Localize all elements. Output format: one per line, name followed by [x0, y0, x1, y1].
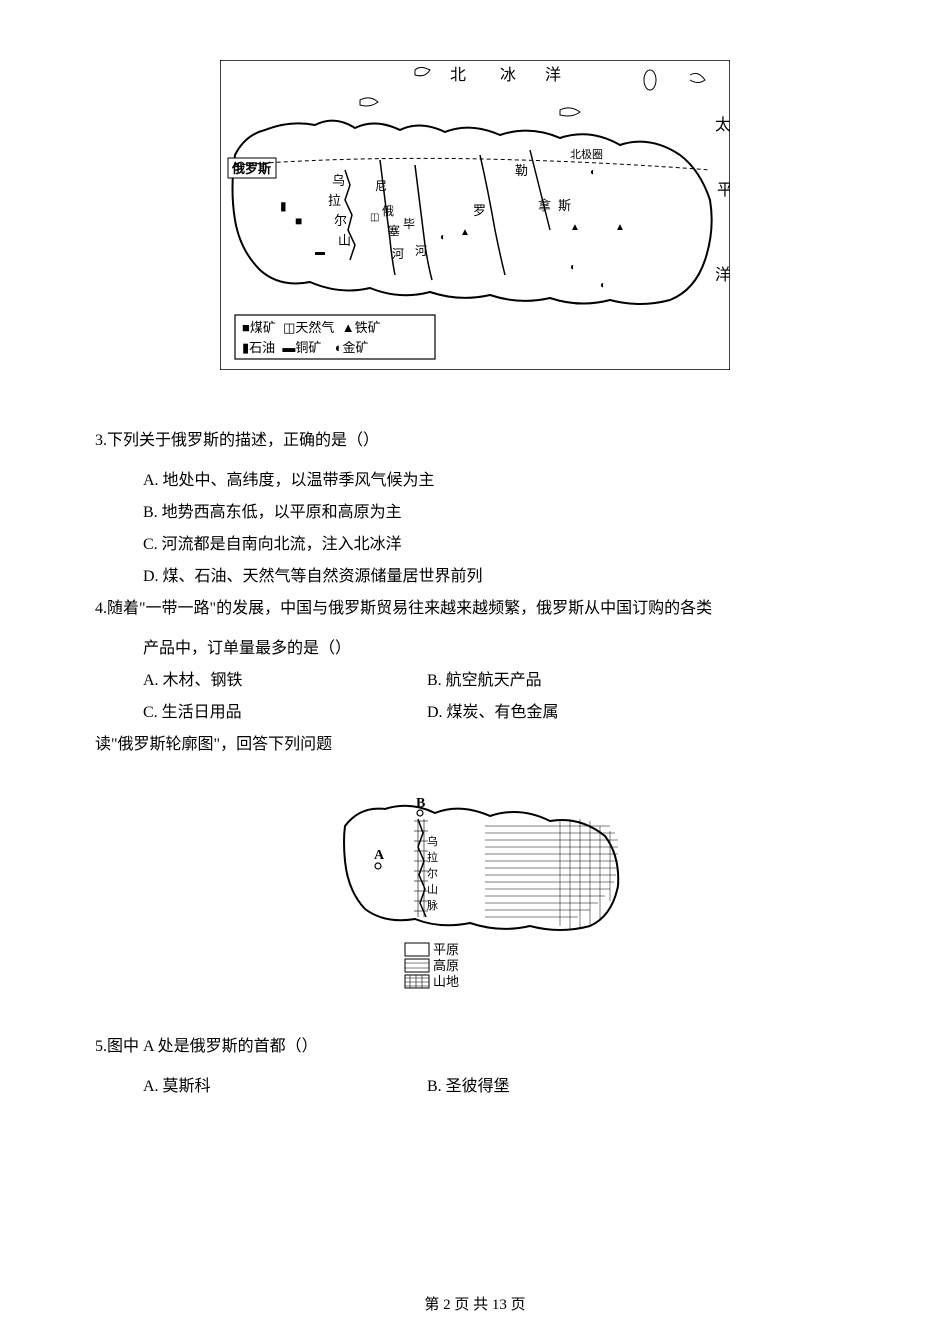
legend-iron: 铁矿: [355, 320, 381, 335]
legend-copper: 铜矿: [295, 340, 321, 355]
map2-la: 拉: [427, 850, 438, 864]
map2-legend: 平原 高原 山地: [405, 942, 459, 989]
q3-option-a: A. 地处中、高纬度，以温带季风气候为主: [143, 465, 855, 497]
legend-gas-sym: ◫: [283, 320, 295, 335]
legend-oil-sym: ▮: [242, 340, 249, 355]
label-le: 勒: [515, 163, 528, 178]
map2-er: 尔: [427, 867, 438, 880]
legend-gas: 天然气: [295, 320, 334, 335]
label-e: 俄: [382, 204, 394, 218]
prompt-5: 读"俄罗斯轮廓图"，回答下列问题: [95, 729, 855, 761]
label-tai: 太: [715, 116, 730, 134]
label-ping: 平: [717, 182, 730, 199]
label-si: 斯: [558, 198, 571, 213]
label-shan: 山: [338, 233, 351, 248]
map2-label-a: A: [374, 848, 385, 863]
label-sai: 塞: [388, 223, 400, 238]
q4-option-b: B. 航空航天产品: [427, 665, 707, 697]
legend-iron-sym: ▲: [342, 320, 355, 335]
question-3: 3.下列关于俄罗斯的描述，正确的是（）: [95, 425, 855, 457]
label-na: 拿: [538, 198, 551, 213]
question-4: 4.随着"一带一路"的发展，中国与俄罗斯贸易往来越来越频繁，俄罗斯从中国订购的各…: [95, 593, 855, 625]
q3-option-d: D. 煤、石油、天然气等自然资源储量居世界前列: [143, 561, 855, 593]
svg-text:◐: ◐: [590, 167, 596, 178]
svg-text:▮石油 ▬铜矿 ◐金矿: ▮石油 ▬铜矿 ◐金矿: [242, 340, 369, 355]
label-arctic: 北极圈: [570, 147, 603, 161]
map1-container: 北 冰 洋 太 平 洋 俄罗斯 北极圈 乌 拉 尔 山 尼 俄 塞 河 毕: [95, 60, 855, 375]
q3-text: 3.下列关于俄罗斯的描述，正确的是（）: [95, 432, 379, 449]
map2-legend-plain: 平原: [433, 942, 459, 957]
svg-text:◐: ◐: [600, 280, 606, 291]
q4-row2: C. 生活日用品 D. 煤炭、有色金属: [143, 697, 855, 729]
russia-outline-map: 乌 拉 尔 山 脉 A B 平原 高原: [320, 771, 630, 996]
map2-legend-plateau: 高原: [433, 958, 459, 973]
q4-option-d: D. 煤炭、有色金属: [427, 697, 707, 729]
legend-oil: 石油: [249, 340, 275, 355]
q4-option-a: A. 木材、钢铁: [143, 665, 423, 697]
russia-resource-map: 北 冰 洋 太 平 洋 俄罗斯 北极圈 乌 拉 尔 山 尼 俄 塞 河 毕: [220, 60, 730, 370]
legend-gold: 金矿: [343, 340, 369, 355]
q4-cont: 产品中，订单量最多的是（）: [143, 633, 855, 665]
q5-option-b: B. 圣彼得堡: [427, 1071, 707, 1103]
svg-text:◐: ◐: [570, 262, 576, 273]
legend-coal: 煤矿: [250, 320, 276, 335]
label-wu: 乌: [332, 173, 345, 188]
svg-text:▬: ▬: [315, 247, 325, 258]
q5-option-a: A. 莫斯科: [143, 1071, 423, 1103]
label-ice: 冰: [500, 66, 516, 84]
label-north: 北: [450, 66, 466, 84]
svg-text:▮: ▮: [280, 199, 287, 213]
q5-row1: A. 莫斯科 B. 圣彼得堡: [143, 1071, 855, 1103]
legend-coal-sym: ■: [242, 320, 250, 335]
map2-wu: 乌: [427, 834, 438, 848]
legend-copper-sym: ▬: [282, 340, 295, 355]
label-he1: 河: [392, 247, 404, 261]
map2-mai: 脉: [427, 898, 438, 912]
label-ocean1: 洋: [545, 66, 561, 84]
label-luo: 罗: [473, 203, 486, 218]
label-he2: 河: [415, 244, 427, 258]
label-yang: 洋: [715, 266, 730, 284]
q3-option-c: C. 河流都是自南向北流，注入北冰洋: [143, 529, 855, 561]
q4-row1: A. 木材、钢铁 B. 航空航天产品: [143, 665, 855, 697]
legend-gold-sym: ◐: [335, 340, 343, 355]
svg-text:▲: ▲: [570, 222, 580, 233]
svg-text:▲: ▲: [460, 227, 470, 238]
svg-text:◐: ◐: [440, 232, 446, 243]
svg-text:▲: ▲: [615, 222, 625, 233]
q4-option-c: C. 生活日用品: [143, 697, 423, 729]
svg-text:◫: ◫: [370, 212, 379, 223]
map2-label-b: B: [416, 796, 425, 811]
svg-text:■煤矿 ◫天然气 ▲铁矿: ■煤矿 ◫天然气 ▲铁矿: [242, 320, 381, 335]
label-er: 尔: [334, 213, 347, 228]
map2-legend-mountain: 山地: [433, 974, 459, 989]
label-ni: 尼: [375, 179, 387, 193]
q5-text: 5.图中 A 处是俄罗斯的首都（）: [95, 1038, 318, 1055]
label-bi: 毕: [403, 217, 415, 231]
label-la: 拉: [328, 193, 341, 208]
question-5: 5.图中 A 处是俄罗斯的首都（）: [95, 1031, 855, 1063]
map2-shan: 山: [427, 883, 438, 896]
svg-text:■: ■: [295, 214, 302, 228]
q4-text: 4.随着"一带一路"的发展，中国与俄罗斯贸易往来越来越频繁，俄罗斯从中国订购的各…: [95, 600, 712, 617]
page-footer: 第 2 页 共 13 页: [0, 1293, 950, 1314]
q3-option-b: B. 地势西高东低，以平原和高原为主: [143, 497, 855, 529]
map2-container: 乌 拉 尔 山 脉 A B 平原 高原: [95, 771, 855, 1001]
